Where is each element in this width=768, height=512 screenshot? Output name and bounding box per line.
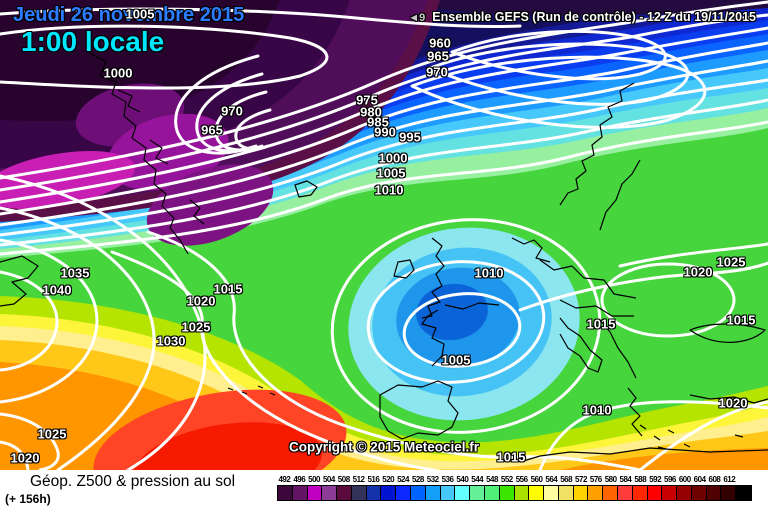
- color-scale-swatch: [617, 486, 633, 500]
- color-scale-swatch: [691, 486, 707, 500]
- color-scale-tick: 608: [708, 475, 721, 484]
- color-scale-swatch: [514, 486, 530, 500]
- forecast-hour: (+ 156h): [5, 492, 51, 506]
- color-scale-swatch: [366, 486, 382, 500]
- color-scale-tick: 612: [723, 475, 736, 484]
- color-scale-swatch: [677, 486, 692, 500]
- color-scale-tick: 600: [678, 475, 691, 484]
- color-scale-swatch: [544, 486, 559, 500]
- footer-bar: Géop. Z500 & pression au sol (+ 156h) 49…: [0, 470, 768, 512]
- color-scale-swatch: [455, 486, 471, 500]
- color-scale-tick: 544: [471, 475, 484, 484]
- color-scale-swatch: [411, 486, 426, 500]
- copyright-text: Copyright © 2015 Meteociel.fr: [289, 439, 479, 455]
- color-scale-tick: 604: [693, 475, 706, 484]
- color-scale-swatch: [425, 486, 441, 500]
- color-scale-tick: 508: [337, 475, 350, 484]
- color-scale-tick: 584: [619, 475, 632, 484]
- color-scale-swatch: [337, 486, 352, 500]
- color-scale-tick: 536: [441, 475, 454, 484]
- color-scale-swatch: [736, 486, 751, 500]
- date-text: Jeudi 26 novembre 2015: [13, 4, 245, 26]
- color-scale-ticks: 492 496 500 504 508 512 516 520 524 528 532 536 540 5…: [277, 474, 752, 485]
- color-scale-tick: 592: [649, 475, 662, 484]
- color-scale-tick: 560: [530, 475, 543, 484]
- weather-map-svg: [0, 0, 768, 470]
- color-scale-tick: 528: [411, 475, 424, 484]
- color-scale-swatch: [381, 486, 397, 500]
- color-scale-tick: 548: [486, 475, 498, 484]
- color-scale-swatch: [470, 486, 485, 500]
- color-scale: 492 496 500 504 508 512 516 520 524 528 532 536 540 5…: [277, 474, 752, 501]
- color-scale-tick: 496: [293, 475, 306, 484]
- time-text: 1:00 locale: [21, 26, 165, 57]
- color-scale-swatch: [573, 486, 589, 500]
- color-scale-swatch: [396, 486, 412, 500]
- map-area: Jeudi 26 novembre 2015 1:00 locale ◄9 Ens…: [0, 0, 768, 470]
- color-scale-swatch: [351, 486, 367, 500]
- color-scale-swatch: [278, 486, 293, 500]
- color-scale-swatch: [529, 486, 545, 500]
- color-scale-tick: 568: [560, 475, 573, 484]
- isobar-contours: [0, 0, 768, 470]
- color-scale-swatch: [632, 486, 648, 500]
- coastlines: [0, 51, 768, 463]
- color-scale-tick: 580: [604, 475, 617, 484]
- color-scale-swatch: [647, 486, 663, 500]
- color-scale-tick: 512: [352, 475, 365, 484]
- color-scale-swatch: [721, 486, 737, 500]
- color-scale-swatch: [292, 486, 308, 500]
- color-scale-tick: 520: [382, 475, 395, 484]
- color-scale-tick: 500: [308, 475, 320, 484]
- color-scale-swatch: [440, 486, 456, 500]
- color-scale-swatches: [277, 485, 752, 501]
- color-scale-tick: 576: [589, 475, 602, 484]
- color-scale-swatch: [588, 486, 604, 500]
- model-run-text: Ensemble GEFS (Run de contrôle) - 12 Z d…: [432, 10, 756, 24]
- color-scale-tick: 588: [634, 475, 647, 484]
- color-scale-swatch: [603, 486, 618, 500]
- model-run-prefix: ◄9: [408, 12, 426, 24]
- color-scale-tick: 532: [426, 475, 439, 484]
- model-run-title: ◄9 Ensemble GEFS (Run de contrôle) - 12 Z…: [408, 10, 756, 24]
- color-scale-tick: 552: [500, 475, 513, 484]
- color-scale-tick: 572: [575, 475, 587, 484]
- color-scale-tick: 596: [664, 475, 676, 484]
- color-scale-tick: 516: [367, 475, 380, 484]
- color-scale-swatch: [706, 486, 722, 500]
- color-scale-swatch: [499, 486, 515, 500]
- color-scale-swatch: [558, 486, 574, 500]
- color-scale-tick: 556: [515, 475, 528, 484]
- color-scale-swatch: [307, 486, 323, 500]
- low-center-fill: [348, 227, 580, 421]
- color-scale-tick: 540: [456, 475, 469, 484]
- color-scale-tick: 492: [278, 475, 291, 484]
- color-scale-swatch: [322, 486, 338, 500]
- color-scale-swatch: [484, 486, 500, 500]
- color-scale-tick: 504: [322, 475, 335, 484]
- color-scale-tick: 524: [397, 475, 409, 484]
- color-scale-swatch: [662, 486, 678, 500]
- color-scale-tick: 564: [545, 475, 558, 484]
- map-caption: Géop. Z500 & pression au sol: [30, 473, 236, 490]
